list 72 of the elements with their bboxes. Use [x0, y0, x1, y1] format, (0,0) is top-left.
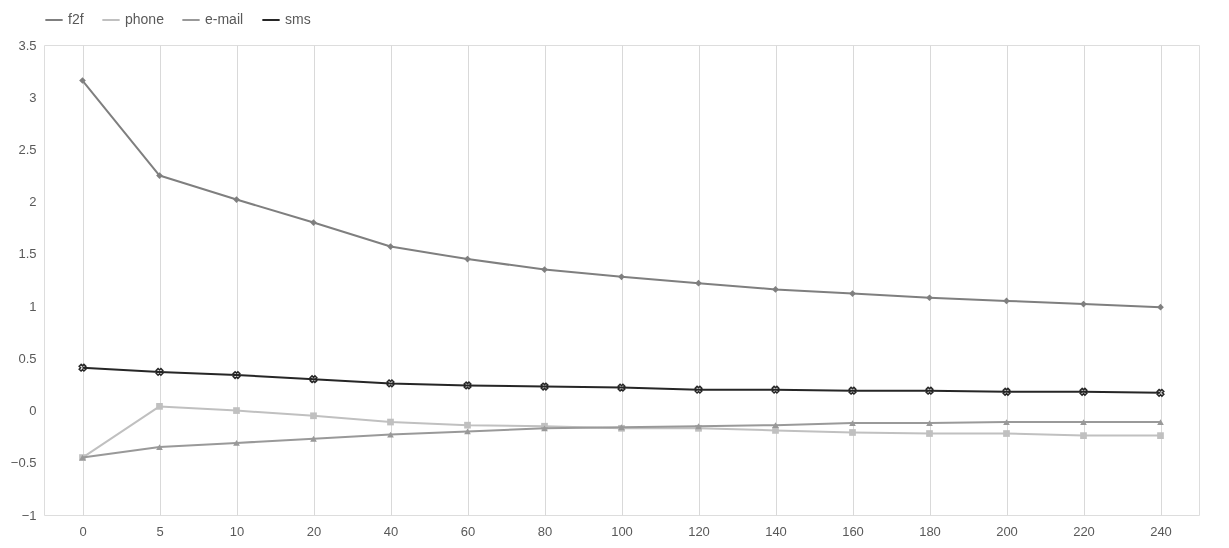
point — [233, 407, 240, 414]
y-tick-label: 1.5 — [18, 246, 37, 262]
y-tick-label: 1 — [29, 298, 37, 314]
point — [310, 435, 317, 442]
point — [78, 363, 87, 372]
x-tick-label: 200 — [996, 523, 1018, 539]
point — [772, 422, 779, 429]
legend-label: e-mail — [205, 11, 244, 27]
point — [309, 375, 318, 384]
x-tick-label: 60 — [460, 523, 476, 539]
x-tick-label: 40 — [383, 523, 399, 539]
y-tick-label: −1 — [21, 507, 37, 523]
point — [310, 219, 317, 226]
point — [233, 196, 240, 203]
point — [156, 172, 163, 179]
point — [387, 243, 394, 250]
y-tick-label: 0 — [29, 403, 37, 419]
x-tick-label: 220 — [1073, 523, 1095, 539]
point — [849, 429, 856, 436]
x-tick-label: 120 — [688, 523, 710, 539]
point — [464, 421, 471, 429]
x-tick-label: 160 — [842, 523, 864, 539]
legend-label: sms — [285, 11, 311, 27]
point — [155, 367, 164, 376]
point — [310, 412, 317, 420]
x-tick-label: 240 — [1150, 523, 1172, 539]
point — [772, 286, 779, 293]
point — [386, 379, 395, 388]
point — [1157, 432, 1164, 439]
x-tick-label: 10 — [229, 523, 245, 539]
x-tick-label: 5 — [156, 523, 164, 539]
legend-label: phone — [125, 11, 165, 27]
point — [1002, 387, 1011, 396]
point — [1080, 432, 1087, 439]
point — [849, 420, 856, 426]
point — [541, 266, 548, 273]
point — [232, 370, 241, 380]
point — [1157, 419, 1164, 425]
point — [926, 420, 933, 426]
point — [1156, 388, 1165, 397]
x-tick-label: 100 — [611, 523, 633, 539]
point — [387, 418, 394, 426]
point — [926, 430, 933, 437]
y-tick-label: 2.5 — [18, 141, 37, 157]
x-tick-label: 140 — [765, 523, 787, 539]
point — [617, 383, 626, 392]
x-tick-label: 0 — [79, 523, 87, 539]
point — [849, 290, 856, 297]
y-tick-label: 0.5 — [18, 350, 37, 366]
point — [463, 381, 472, 390]
point — [1003, 430, 1010, 437]
y-tick-label: 3.5 — [18, 37, 37, 53]
point — [771, 385, 780, 394]
point — [156, 444, 163, 451]
point — [925, 386, 934, 395]
point — [1080, 419, 1087, 425]
point — [1003, 419, 1010, 425]
x-tick-label: 180 — [919, 523, 941, 539]
point — [233, 440, 240, 446]
point — [848, 386, 857, 395]
point — [540, 382, 549, 391]
y-tick-label: 2 — [29, 194, 37, 210]
point — [1079, 387, 1088, 396]
x-tick-label: 80 — [537, 523, 553, 539]
y-tick-label: −0.5 — [10, 455, 37, 471]
point — [926, 294, 933, 302]
legend-label: f2f — [68, 11, 84, 27]
x-tick-label: 20 — [306, 523, 322, 539]
point — [156, 403, 163, 410]
point — [79, 77, 86, 84]
y-tick-label: 3 — [29, 89, 37, 105]
point — [694, 385, 703, 394]
